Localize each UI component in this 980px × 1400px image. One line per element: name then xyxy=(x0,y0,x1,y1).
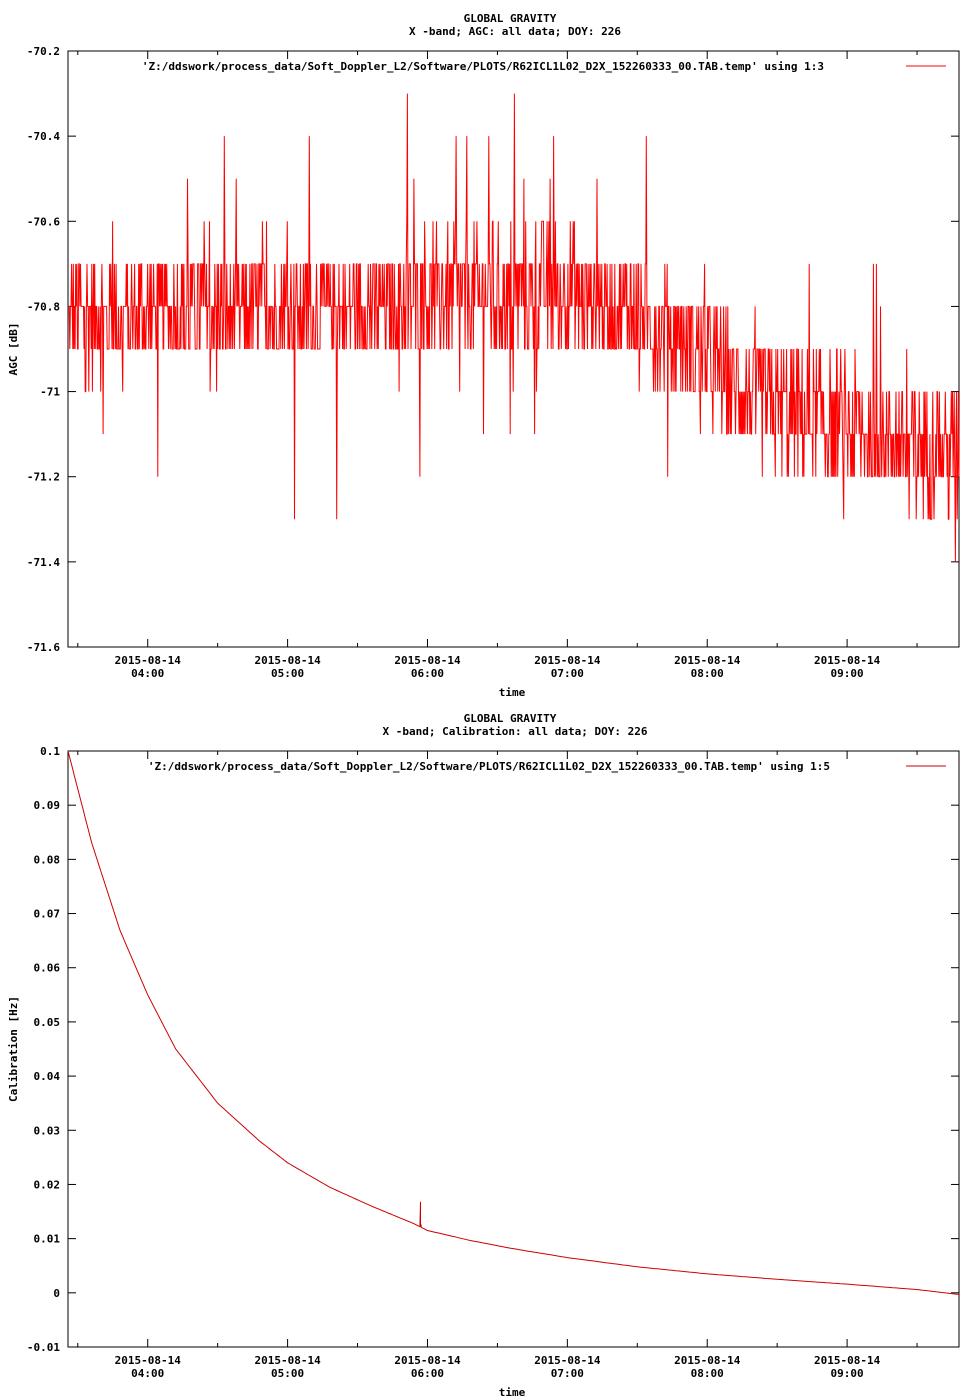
x-tick-label-time: 04:00 xyxy=(131,667,164,680)
agc-line xyxy=(68,93,960,562)
y-tick-label: -71.4 xyxy=(27,556,60,569)
calibration-y-axis-label: Calibration [Hz] xyxy=(7,996,20,1102)
calibration-chart-subtitle: X -band; Calibration: all data; DOY: 226 xyxy=(383,725,648,738)
y-tick-label: -71.6 xyxy=(27,641,60,654)
calibration-x-axis: 2015-08-1404:002015-08-1405:002015-08-14… xyxy=(77,751,918,1380)
y-tick-label: 0.09 xyxy=(34,799,61,812)
x-tick-label-time: 07:00 xyxy=(551,667,584,680)
calibration-x-axis-label: time xyxy=(499,1386,526,1399)
x-tick-label-date: 2015-08-14 xyxy=(115,654,182,667)
x-tick-label-date: 2015-08-14 xyxy=(115,1354,182,1367)
y-tick-label: -70.2 xyxy=(27,45,60,58)
agc-x-axis-label: time xyxy=(499,686,526,699)
y-tick-label: 0.05 xyxy=(34,1016,61,1029)
x-tick-label-time: 06:00 xyxy=(411,667,444,680)
x-tick-label-date: 2015-08-14 xyxy=(394,654,461,667)
y-tick-label: 0.03 xyxy=(34,1124,61,1137)
x-tick-label-time: 06:00 xyxy=(411,1367,444,1380)
y-tick-label: 0.07 xyxy=(34,908,61,921)
x-tick-label-date: 2015-08-14 xyxy=(254,654,321,667)
y-tick-label: 0 xyxy=(53,1287,60,1300)
x-tick-label-date: 2015-08-14 xyxy=(674,1354,741,1367)
calibration-plot-frame xyxy=(67,750,960,1348)
x-tick-label-time: 08:00 xyxy=(691,1367,724,1380)
calibration-panel: GLOBAL GRAVITY X -band; Calibration: all… xyxy=(7,712,960,1399)
y-tick-label: -71.2 xyxy=(27,471,60,484)
y-tick-label: -0.01 xyxy=(27,1341,60,1354)
agc-panel: GLOBAL GRAVITY X -band; AGC: all data; D… xyxy=(7,12,960,699)
x-tick-label-date: 2015-08-14 xyxy=(534,654,601,667)
calibration-chart-title: GLOBAL GRAVITY xyxy=(464,712,557,725)
x-tick-label-time: 08:00 xyxy=(691,667,724,680)
agc-y-axis-label: AGC [dB] xyxy=(7,323,20,376)
agc-chart-subtitle: X -band; AGC: all data; DOY: 226 xyxy=(409,25,621,38)
x-tick-label-time: 09:00 xyxy=(831,667,864,680)
x-tick-label-time: 09:00 xyxy=(831,1367,864,1380)
y-tick-label: 0.02 xyxy=(34,1178,61,1191)
y-tick-label: 0.08 xyxy=(34,853,61,866)
y-tick-label: -70.6 xyxy=(27,215,60,228)
x-tick-label-date: 2015-08-14 xyxy=(394,1354,461,1367)
y-tick-label: 0.01 xyxy=(34,1233,61,1246)
calibration-series xyxy=(67,750,960,1295)
y-tick-label: -70.4 xyxy=(27,130,60,143)
calibration-legend-label: 'Z:/ddswork/process_data/Soft_Doppler_L2… xyxy=(148,760,830,773)
x-tick-label-date: 2015-08-14 xyxy=(674,654,741,667)
y-tick-label: 0.06 xyxy=(34,962,61,975)
x-tick-label-time: 07:00 xyxy=(551,1367,584,1380)
x-tick-label-date: 2015-08-14 xyxy=(254,1354,321,1367)
y-tick-label: 0.1 xyxy=(40,745,60,758)
calibration-line xyxy=(67,750,960,1295)
x-tick-label-time: 05:00 xyxy=(271,1367,304,1380)
x-tick-label-time: 04:00 xyxy=(131,1367,164,1380)
y-tick-label: -70.8 xyxy=(27,300,60,313)
x-tick-label-date: 2015-08-14 xyxy=(534,1354,601,1367)
x-tick-label-date: 2015-08-14 xyxy=(814,654,881,667)
agc-chart-title: GLOBAL GRAVITY xyxy=(464,12,557,25)
y-tick-label: -71 xyxy=(40,386,60,399)
agc-x-axis: 2015-08-1404:002015-08-1405:002015-08-14… xyxy=(77,51,918,680)
agc-legend-label: 'Z:/ddswork/process_data/Soft_Doppler_L2… xyxy=(142,60,824,73)
calibration-y-axis: 0.1 0.09 0.08 0.07 0.06 0.05 0.04 0.03 0.02 0.01 0… xyxy=(27,745,959,1354)
agc-plot-frame xyxy=(67,50,960,648)
agc-series xyxy=(68,93,960,562)
x-tick-label-time: 05:00 xyxy=(271,667,304,680)
x-tick-label-date: 2015-08-14 xyxy=(814,1354,881,1367)
y-tick-label: 0.04 xyxy=(34,1070,61,1083)
